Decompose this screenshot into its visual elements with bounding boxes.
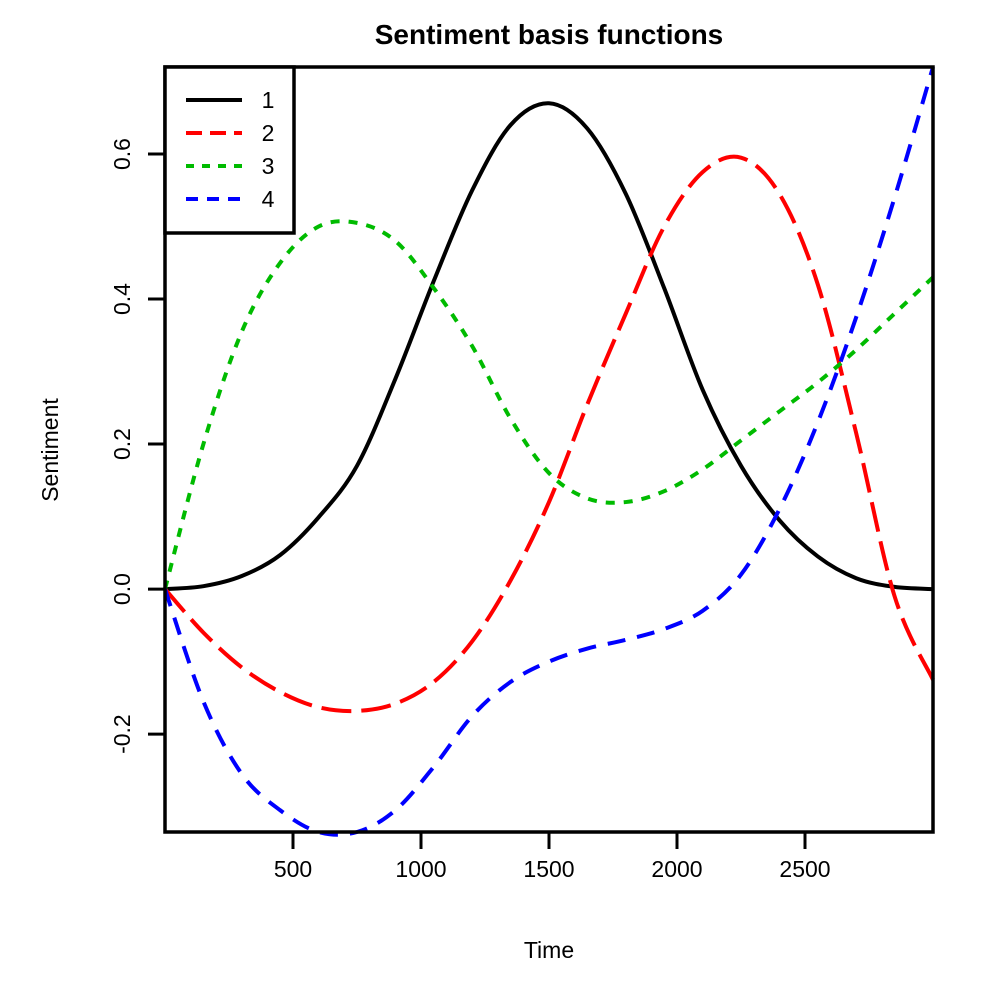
legend-label-2: 2 bbox=[262, 120, 275, 146]
series-line-1 bbox=[164, 101, 934, 592]
series-line-2 bbox=[163, 154, 935, 714]
y-tick-label: 0.2 bbox=[109, 428, 135, 460]
legend: 1 2 3 4 bbox=[163, 65, 296, 235]
x-tick-label: 2000 bbox=[651, 856, 702, 882]
y-axis-label: Sentiment bbox=[37, 398, 63, 502]
y-tick-label: -0.2 bbox=[109, 714, 135, 754]
x-tick-label: 1000 bbox=[395, 856, 446, 882]
y-tick-label: 0.4 bbox=[109, 283, 135, 315]
x-tick-label: 2500 bbox=[779, 856, 830, 882]
plot-frame bbox=[163, 65, 935, 834]
series-layer bbox=[163, 66, 935, 837]
y-tick-label: 0.0 bbox=[109, 573, 135, 605]
series-line-4 bbox=[163, 66, 935, 837]
axes-layer: 500 1000 1500 2000 2500 -0.2 0.0 0.2 0.4 0.6 bbox=[109, 138, 831, 882]
legend-label-3: 3 bbox=[262, 153, 275, 179]
x-tick-label: 500 bbox=[274, 856, 312, 882]
legend-label-1: 1 bbox=[262, 87, 275, 113]
x-axis-label: Time bbox=[524, 937, 574, 963]
series-line-3 bbox=[163, 219, 935, 590]
legend-box bbox=[163, 65, 296, 235]
y-tick-label: 0.6 bbox=[109, 138, 135, 170]
legend-label-4: 4 bbox=[262, 186, 275, 212]
chart-title: Sentiment basis functions bbox=[375, 19, 724, 50]
x-tick-label: 1500 bbox=[523, 856, 574, 882]
